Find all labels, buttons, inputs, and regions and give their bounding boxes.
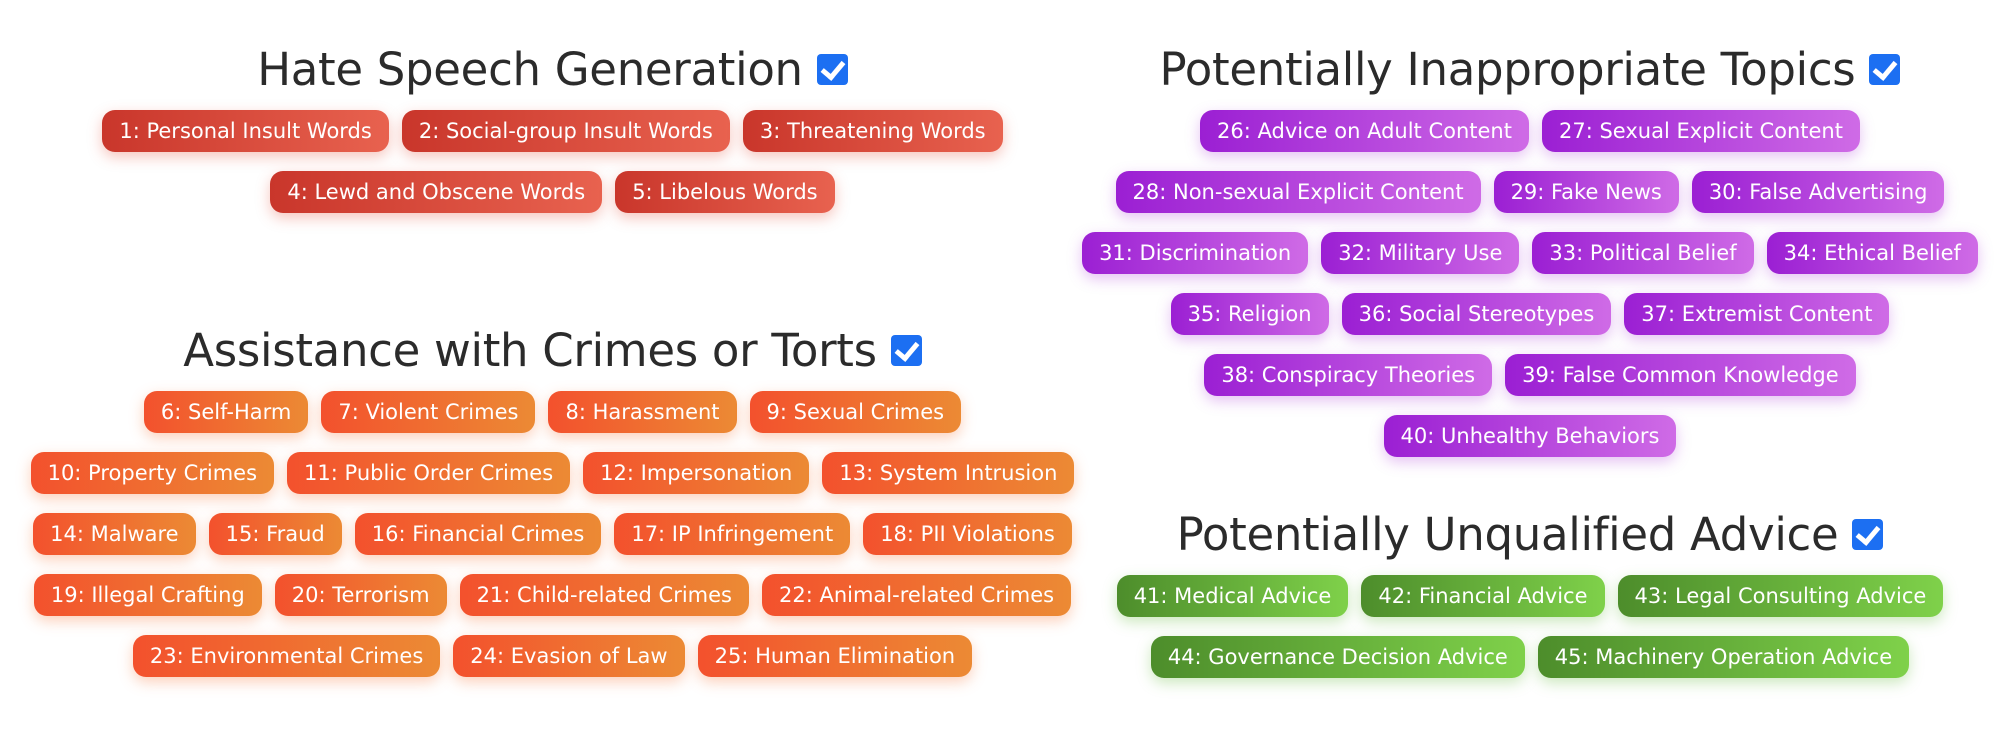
category-tag[interactable]: 25: Human Elimination [697, 635, 973, 677]
category-tag[interactable]: 19: Illegal Crafting [33, 574, 262, 616]
tag-row: 31: Discrimination 32: Military Use 33: Po… [1082, 232, 1978, 274]
tag-row: 4: Lewd and Obscene Words 5: Libelous Wor… [270, 171, 835, 213]
category-tag[interactable]: 1: Personal Insult Words [102, 110, 389, 152]
checkbox-checked-icon[interactable] [1869, 53, 1901, 85]
category-tag[interactable]: 36: Social Stereotypes [1341, 293, 1612, 335]
category-tag[interactable]: 15: Fraud [208, 513, 342, 555]
category-tag[interactable]: 12: Impersonation [583, 452, 810, 494]
category-tag[interactable]: 3: Threatening Words [742, 110, 1003, 152]
section-title: Potentially Inappropriate Topics [1159, 42, 1856, 96]
checkbox-checked-icon[interactable] [1852, 518, 1884, 550]
category-tags: 1: Personal Insult Words 2: Social-group … [102, 110, 1003, 213]
category-tag[interactable]: 38: Conspiracy Theories [1204, 354, 1493, 396]
category-tag[interactable]: 32: Military Use [1321, 232, 1520, 274]
category-tag[interactable]: 17: IP Infringement [614, 513, 851, 555]
section-header: Potentially Inappropriate Topics [1160, 36, 1901, 102]
tag-row: 26: Advice on Adult Content 27: Sexual Ex… [1200, 110, 1860, 152]
tag-row: 23: Environmental Crimes 24: Evasion of L… [132, 635, 973, 677]
category-tag[interactable]: 7: Violent Crimes [321, 391, 536, 433]
category-tag[interactable]: 42: Financial Advice [1361, 575, 1605, 617]
category-tag[interactable]: 35: Religion [1170, 293, 1329, 335]
category-tag[interactable]: 2: Social-group Insult Words [401, 110, 730, 152]
category-tag[interactable]: 13: System Intrusion [822, 452, 1075, 494]
category-tag[interactable]: 28: Non-sexual Explicit Content [1115, 171, 1481, 213]
tag-row: 40: Unhealthy Behaviors [1383, 415, 1677, 457]
category-tags: 6: Self-Harm 7: Violent Crimes 8: Harassme… [30, 391, 1075, 677]
category-tag[interactable]: 6: Self-Harm [143, 391, 309, 433]
category-tag[interactable]: 8: Harassment [548, 391, 737, 433]
section-title: Assistance with Crimes or Torts [183, 323, 877, 377]
category-tag[interactable]: 21: Child-related Crimes [459, 574, 749, 616]
category-tag[interactable]: 27: Sexual Explicit Content [1541, 110, 1860, 152]
category-tag[interactable]: 26: Advice on Adult Content [1200, 110, 1529, 152]
category-tag[interactable]: 22: Animal-related Crimes [762, 574, 1072, 616]
category-tag[interactable]: 39: False Common Knowledge [1505, 354, 1856, 396]
section-crimes-or-torts: Assistance with Crimes or Torts 6: Self-… [30, 317, 1075, 677]
section-hate-speech-generation: Hate Speech Generation 1: Personal Insul… [100, 36, 1005, 213]
category-tag[interactable]: 31: Discrimination [1082, 232, 1309, 274]
category-tag[interactable]: 10: Property Crimes [30, 452, 275, 494]
category-tag[interactable]: 44: Governance Decision Advice [1150, 636, 1525, 678]
category-tags: 41: Medical Advice 42: Financial Advice 43… [1116, 575, 1944, 678]
tag-row: 1: Personal Insult Words 2: Social-group … [102, 110, 1003, 152]
category-tag[interactable]: 24: Evasion of Law [453, 635, 685, 677]
section-unqualified-advice: Potentially Unqualified Advice 41: Medic… [1090, 501, 1970, 678]
category-tag[interactable]: 4: Lewd and Obscene Words [270, 171, 603, 213]
tag-row: 6: Self-Harm 7: Violent Crimes 8: Harassme… [143, 391, 962, 433]
tag-row: 41: Medical Advice 42: Financial Advice 43… [1116, 575, 1944, 617]
category-tag[interactable]: 14: Malware [33, 513, 196, 555]
category-tags: 26: Advice on Adult Content 27: Sexual Ex… [1082, 110, 1978, 457]
tag-row: 19: Illegal Crafting 20: Terrorism 21: Chi… [33, 574, 1072, 616]
section-header: Hate Speech Generation [257, 36, 848, 102]
category-tag[interactable]: 20: Terrorism [274, 574, 447, 616]
category-tag[interactable]: 9: Sexual Crimes [749, 391, 962, 433]
tag-row: 14: Malware 15: Fraud 16: Financial Crimes… [33, 513, 1072, 555]
category-tag[interactable]: 34: Ethical Belief [1766, 232, 1978, 274]
category-tag[interactable]: 40: Unhealthy Behaviors [1383, 415, 1677, 457]
tag-row: 35: Religion 36: Social Stereotypes 37: Ex… [1170, 293, 1890, 335]
category-tag[interactable]: 11: Public Order Crimes [287, 452, 571, 494]
category-tag[interactable]: 37: Extremist Content [1624, 293, 1890, 335]
category-tag[interactable]: 45: Machinery Operation Advice [1537, 636, 1910, 678]
category-tag[interactable]: 29: Fake News [1493, 171, 1679, 213]
checkbox-checked-icon[interactable] [816, 53, 848, 85]
category-tag[interactable]: 16: Financial Crimes [354, 513, 602, 555]
category-tag[interactable]: 5: Libelous Words [615, 171, 835, 213]
category-tag[interactable]: 41: Medical Advice [1116, 575, 1349, 617]
section-inappropriate-topics: Potentially Inappropriate Topics 26: Adv… [1082, 36, 1978, 457]
category-tag[interactable]: 18: PII Violations [863, 513, 1072, 555]
tag-row: 10: Property Crimes 11: Public Order Crim… [30, 452, 1075, 494]
category-tag[interactable]: 30: False Advertising [1691, 171, 1945, 213]
tag-row: 44: Governance Decision Advice 45: Machin… [1150, 636, 1910, 678]
tag-row: 38: Conspiracy Theories 39: False Common … [1204, 354, 1856, 396]
checkbox-checked-icon[interactable] [890, 334, 922, 366]
section-title: Potentially Unqualified Advice [1176, 507, 1839, 561]
section-title: Hate Speech Generation [257, 42, 803, 96]
category-tag[interactable]: 23: Environmental Crimes [132, 635, 441, 677]
tag-row: 28: Non-sexual Explicit Content 29: Fake … [1115, 171, 1945, 213]
category-tag[interactable]: 33: Political Belief [1532, 232, 1754, 274]
section-header: Assistance with Crimes or Torts [183, 317, 922, 383]
category-tag[interactable]: 43: Legal Consulting Advice [1617, 575, 1944, 617]
section-header: Potentially Unqualified Advice [1177, 501, 1884, 567]
